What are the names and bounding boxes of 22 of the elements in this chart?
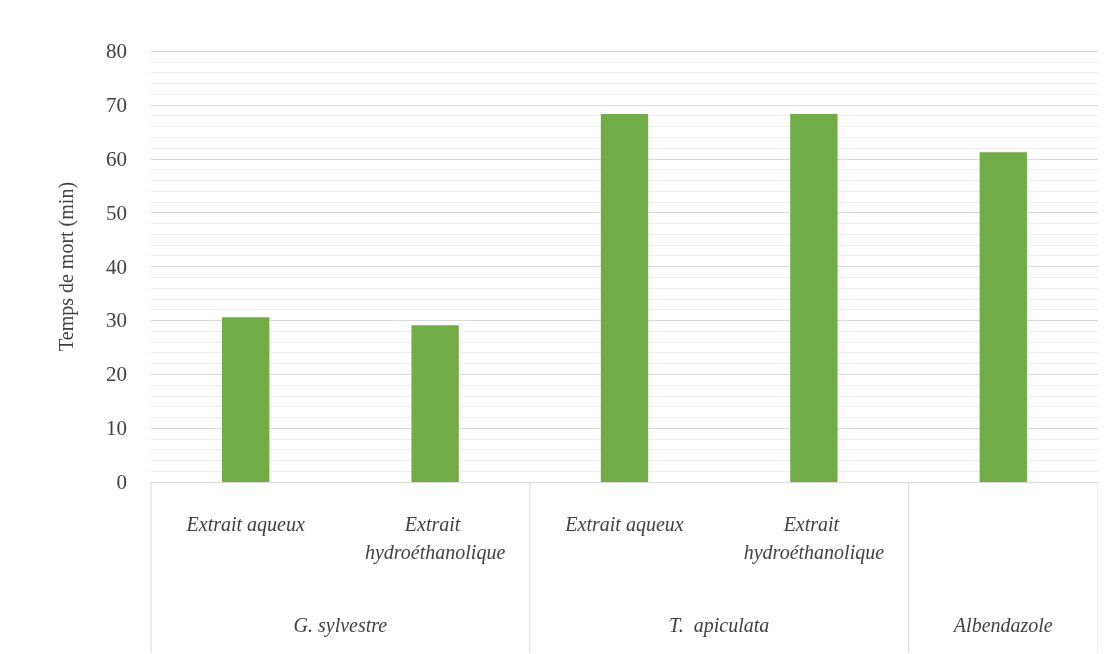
y-tick-label: 80 (106, 39, 127, 63)
y-tick-label: 20 (106, 362, 127, 387)
x-tick-label: Extrait hydroéthanolique (743, 513, 885, 564)
bar (222, 317, 270, 482)
y-tick-label: 0 (116, 470, 127, 494)
bar (790, 114, 838, 482)
x-tick-label: Extrait hydroéthanolique (364, 513, 506, 564)
text: G. sylvestre (293, 614, 388, 637)
x-tick-label: Extrait aqueux (564, 513, 684, 536)
text: T. apiculata (669, 614, 770, 637)
y-tick-label: 60 (106, 146, 127, 171)
x-tick-label: Extrait aqueux (185, 513, 305, 536)
y-axis-title: Temps de mort (min) (55, 181, 78, 352)
text: Albendazole (951, 614, 1053, 636)
y-tick-label: 70 (106, 92, 127, 117)
bar (979, 152, 1027, 482)
y-tick-label: 30 (106, 308, 127, 333)
bar (600, 114, 649, 482)
bar (411, 325, 459, 482)
y-tick-label: 40 (106, 254, 127, 279)
y-tick-label: 50 (106, 200, 127, 225)
y-tick-label: 10 (106, 416, 127, 441)
